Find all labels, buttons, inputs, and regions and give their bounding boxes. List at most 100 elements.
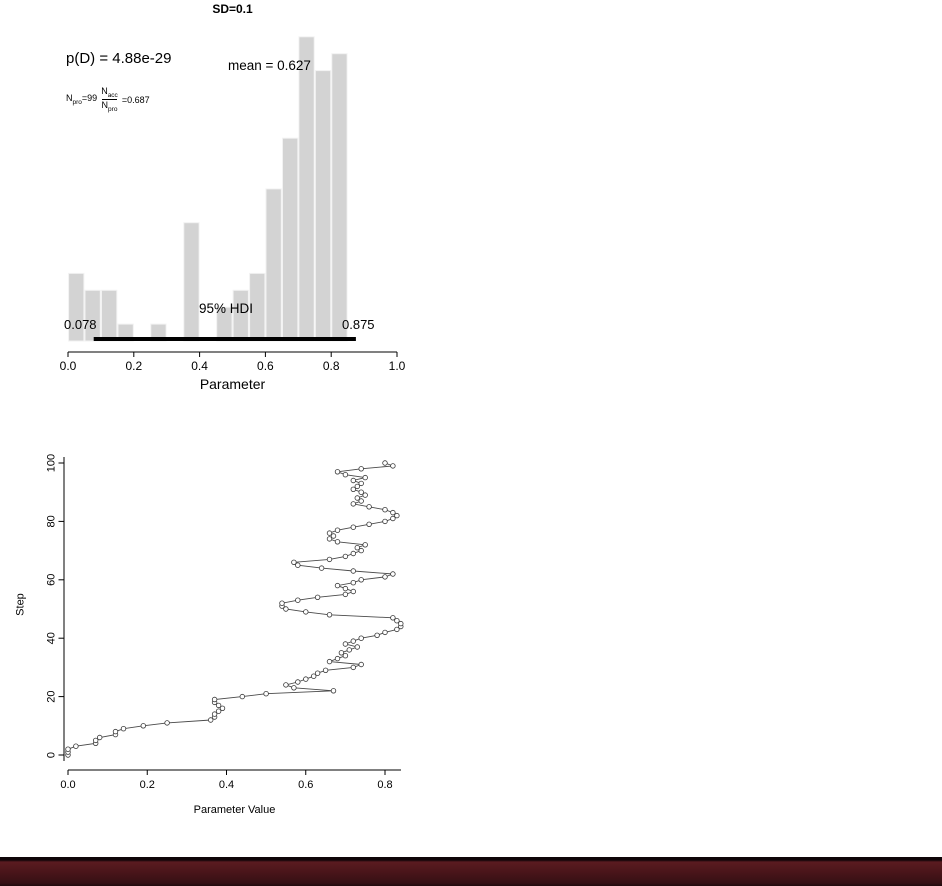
trace-marker [326,530,333,536]
trace-marker [366,521,372,527]
fraction-numerator: Nacc [101,86,118,99]
trace-marker [358,498,364,504]
trace-marker [358,661,364,668]
x-tick-label: 0.2 [125,359,142,373]
hdi-low-label: 0.078 [64,317,97,332]
trace-marker [358,635,364,641]
trace-line [67,462,402,755]
trace-marker [211,696,218,703]
hdi-label: 95% HDI [198,301,254,316]
trace-marker [303,676,309,682]
x-tick-label: 0.8 [323,359,340,373]
trace-marker [219,705,226,711]
window-bottom-bar [0,857,942,886]
trace-marker [354,544,360,551]
trace-marker [326,658,333,665]
y-tick-label: 0 [46,752,58,758]
trace-marker [382,460,388,466]
trace-marker [382,506,388,513]
trace-marker [283,682,289,688]
x-tick-label: 1.0 [389,359,406,373]
trace-marker [322,667,329,673]
trace-marker [350,588,356,595]
trace-marker [358,547,364,554]
histogram-svg: 0.0 0.2 0.4 0.6 0.8 1.0 [60,36,406,373]
trace-marker [350,568,356,574]
trace-marker [394,617,400,624]
trace-marker [120,726,127,732]
x-axis-label: Parameter [199,376,266,392]
hdi-high-label: 0.875 [342,317,375,332]
trace-marker [354,495,360,501]
trace-marker [342,472,349,478]
trace-marker [239,693,245,700]
trace-marker [334,539,341,545]
hist-bar [298,36,315,342]
hist-bar [265,188,282,342]
trace-plot-panel: 0 20 40 60 80 100 0.0 0.2 0.4 0.6 0.8 Step Paramet… [0,430,460,855]
trace-marker [350,486,356,492]
trace-marker [330,688,337,694]
trace-marker [334,582,341,589]
y-tick-label: 100 [46,454,58,472]
trace-marker [295,597,301,603]
trace-marker [207,717,214,723]
trace-marker [398,620,404,627]
trace-marker [358,480,364,487]
trace-marker [350,501,356,507]
trace-marker [295,679,301,685]
trace-marker [279,600,285,606]
acceptance-annotation: Npro=99 Nacc Npro =0.687 [66,86,150,114]
y-tick-label: 60 [46,574,58,586]
fraction-denominator: Npro [101,99,118,114]
trace-marker [92,737,99,744]
y-tick-label: 20 [46,690,58,702]
trace-marker [390,509,396,516]
trace-marker [334,527,341,533]
trace-marker [311,673,317,679]
trace-marker [390,571,396,577]
trace-marker [342,553,349,560]
trace-marker [140,723,146,729]
x-tick-label: 0.2 [140,779,155,791]
x-tick-label: 0.0 [60,779,75,791]
trace-marker [394,512,400,519]
trace-marker [382,574,388,580]
trace-marker [334,469,341,475]
trace-marker [362,474,368,481]
trace-marker [314,670,321,676]
trace-marker [96,734,103,741]
trace-marker [326,556,333,563]
trace-marker [342,652,349,659]
trace-marker [358,466,364,472]
y-axis-label: Step [14,593,27,616]
trace-marker [338,650,345,656]
trace-marker [374,632,380,638]
x-tick-label: 0.8 [377,779,392,791]
posterior-histogram-panel: 0.0 0.2 0.4 0.6 0.8 1.0 SD=0.1 p(D) = 4.88e-2… [0,0,460,412]
trace-marker [314,594,321,600]
trace-marker [390,463,396,469]
x-tick-label: 0.4 [219,779,234,791]
trace-marker [358,489,364,495]
trace-marker [291,685,297,691]
trace-marker [283,606,289,612]
trace-marker [318,565,325,571]
x-tick-label: 0.6 [257,359,274,373]
trace-marker [342,585,349,592]
y-tick-label: 40 [46,632,58,644]
trace-marker [215,702,222,709]
trace-marker [342,641,349,647]
trace-marker [366,504,372,510]
trace-marker [358,577,364,583]
trace-marker [263,691,269,697]
hist-bar [331,53,348,342]
mean-annotation: mean = 0.627 [228,58,311,73]
trace-marker [350,638,356,644]
trace-marker [330,533,337,539]
trace-marker [326,612,333,618]
trace-marker [362,542,368,548]
trace-marker [350,550,356,557]
x-axis-label-bottom: Parameter Value [193,804,276,816]
x-tick-label: 0.4 [191,359,208,373]
